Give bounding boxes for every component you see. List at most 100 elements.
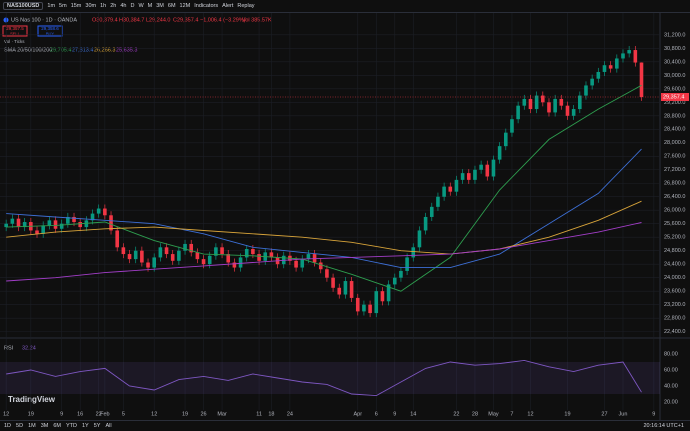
candle-body bbox=[516, 105, 520, 120]
x-tick-label: 9 bbox=[652, 411, 655, 417]
x-tick-label: 6 bbox=[375, 411, 378, 417]
replay-button[interactable]: Replay bbox=[237, 3, 255, 9]
y-tick-label: 24,800.0 bbox=[664, 248, 685, 254]
candle-body bbox=[331, 277, 335, 288]
interval-button[interactable]: 4h bbox=[120, 3, 127, 9]
candle-body bbox=[590, 78, 594, 86]
symbol-button[interactable]: NAS100USD bbox=[3, 2, 44, 10]
sell-box[interactable] bbox=[2, 25, 28, 37]
y-tick-label: 23,600.0 bbox=[664, 289, 685, 295]
range-button[interactable]: 5D bbox=[16, 423, 24, 429]
y-tick-label: 29,600.0 bbox=[664, 86, 685, 92]
x-tick-label: 24 bbox=[287, 411, 293, 417]
candle-body bbox=[510, 119, 514, 133]
interval-button[interactable]: 1m bbox=[47, 3, 56, 9]
candle-body bbox=[411, 247, 416, 258]
y-tick-label: 23,200.0 bbox=[664, 302, 685, 308]
range-button[interactable]: 5Y bbox=[93, 423, 101, 429]
candle-body bbox=[152, 257, 157, 268]
x-tick-label: 22 bbox=[96, 411, 102, 417]
candle-body bbox=[571, 109, 576, 116]
sma-value: 29,705.4 bbox=[50, 47, 71, 53]
interval-button[interactable]: M bbox=[147, 3, 153, 9]
y-tick-label: 26,000.0 bbox=[664, 208, 685, 214]
candle-body bbox=[226, 254, 231, 263]
chart: US Nas 100 · 1D · OANDA 29,357.5 SELL 29… bbox=[0, 13, 690, 420]
rsi-band bbox=[0, 362, 660, 394]
candle-body bbox=[78, 222, 82, 228]
candle-body bbox=[448, 186, 453, 192]
candle-body bbox=[90, 213, 95, 221]
candle-body bbox=[189, 243, 194, 253]
x-tick-label: 12 bbox=[3, 411, 9, 417]
candle-body bbox=[466, 173, 471, 180]
interval-button[interactable]: W bbox=[138, 3, 144, 9]
interval-button[interactable]: 6M bbox=[167, 3, 176, 9]
candle-body bbox=[201, 259, 206, 265]
candle-body bbox=[47, 220, 52, 226]
candle-body bbox=[220, 247, 224, 255]
x-tick-label: 19 bbox=[564, 411, 570, 417]
x-tick-label: May bbox=[488, 411, 499, 417]
candle-body bbox=[16, 218, 21, 228]
buy-price: 29,358.6 bbox=[41, 26, 59, 31]
candle-body bbox=[399, 270, 403, 278]
interval-button[interactable]: 30m bbox=[85, 3, 97, 9]
interval-button[interactable]: 15m bbox=[70, 3, 82, 9]
interval-button[interactable]: 1h bbox=[100, 3, 107, 9]
range-button[interactable]: 1M bbox=[28, 423, 36, 429]
y-tick-label: 26,800.0 bbox=[664, 181, 685, 187]
candle-body bbox=[306, 254, 311, 260]
volume: Vol 385.57K bbox=[242, 17, 272, 23]
brand: TradingView bbox=[8, 395, 56, 404]
range-button[interactable]: 6M bbox=[53, 423, 61, 429]
range-button[interactable]: 3M bbox=[40, 423, 49, 429]
candle-body bbox=[96, 208, 101, 214]
alert-button[interactable]: Alert bbox=[222, 3, 234, 9]
interval-button[interactable]: 12M bbox=[179, 3, 191, 9]
candle-body bbox=[251, 249, 255, 255]
candle-body bbox=[528, 98, 533, 110]
ohlc-value: C29,357.4 bbox=[173, 17, 198, 23]
range-button[interactable]: 1D bbox=[4, 423, 12, 429]
x-tick-label: 19 bbox=[182, 411, 188, 417]
candle-body bbox=[541, 95, 545, 103]
candle-body bbox=[479, 164, 483, 170]
x-tick-label: 12 bbox=[151, 411, 157, 417]
x-tick-label: Mar bbox=[217, 411, 227, 417]
x-tick-label: 19 bbox=[28, 411, 34, 417]
candle-body bbox=[109, 215, 113, 231]
candle-body bbox=[140, 250, 144, 263]
candle-body bbox=[522, 98, 527, 106]
candle-body bbox=[195, 252, 200, 260]
candle-body bbox=[362, 304, 366, 312]
x-tick-label: 14 bbox=[410, 411, 416, 417]
candle-body bbox=[578, 95, 582, 110]
candle-body bbox=[547, 102, 551, 113]
indicators-button[interactable]: Indicators bbox=[194, 3, 219, 9]
interval-button[interactable]: D bbox=[130, 3, 135, 9]
candle-body bbox=[621, 53, 625, 59]
y-tick-label: 28,400.0 bbox=[664, 127, 685, 133]
interval-button[interactable]: 3M bbox=[156, 3, 164, 9]
candle-body bbox=[103, 208, 107, 216]
y-tick-label: 26,400.0 bbox=[664, 194, 685, 200]
candle-body bbox=[244, 249, 249, 258]
candle-body bbox=[35, 230, 39, 234]
candle-body bbox=[318, 262, 323, 270]
candle-body bbox=[602, 65, 607, 72]
candle-body bbox=[22, 222, 27, 228]
y-tick-label: 24,400.0 bbox=[664, 262, 685, 268]
range-button[interactable]: YTD bbox=[65, 423, 77, 429]
x-tick-label: Jun bbox=[619, 411, 628, 417]
range-button[interactable]: 1Y bbox=[81, 423, 89, 429]
interval-list: 1m 5m 15m 30m 1h 2h 4h D W M 3M 6M 12M bbox=[47, 3, 190, 9]
y-tick-label: 27,200.0 bbox=[664, 167, 685, 173]
interval-button[interactable]: 5m bbox=[59, 3, 67, 9]
sma-label: SMA 20/50/100/200 bbox=[4, 47, 52, 53]
candle-body bbox=[10, 218, 15, 224]
interval-button[interactable]: 2h bbox=[110, 3, 117, 9]
range-button[interactable]: All bbox=[105, 423, 112, 429]
buy-box[interactable] bbox=[37, 25, 63, 37]
legend-title: US Nas 100 · 1D · OANDA bbox=[11, 17, 77, 23]
